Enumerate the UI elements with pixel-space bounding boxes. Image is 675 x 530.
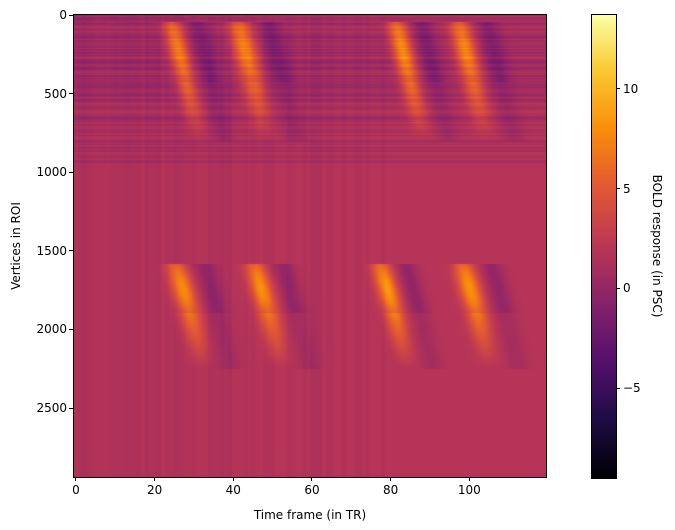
x-tick-label: 40	[225, 483, 241, 497]
x-tick-label: 20	[146, 483, 163, 497]
colorbar-tick	[616, 88, 620, 90]
y-tick-label: 500	[44, 86, 67, 101]
x-tick	[75, 477, 77, 481]
y-tick-label: 1500	[36, 243, 67, 258]
x-axis-label: Time frame (in TR)	[253, 508, 367, 522]
y-tick	[69, 14, 73, 16]
x-tick-label: 0	[72, 483, 80, 497]
colorbar-tick-label: 0	[623, 281, 631, 296]
x-tick	[154, 477, 156, 481]
y-tick	[69, 407, 73, 409]
x-tick	[468, 477, 470, 481]
colorbar-tick-label: 5	[623, 181, 631, 196]
colorbar-tick-label: 10	[623, 81, 639, 96]
heatmap-image	[74, 15, 546, 477]
y-tick	[69, 93, 73, 95]
x-tick	[232, 477, 234, 481]
colorbar	[592, 15, 616, 478]
x-tick-label: 100	[457, 483, 481, 497]
y-tick	[69, 250, 73, 252]
y-tick	[69, 328, 73, 330]
y-tick-label: 2000	[36, 322, 67, 337]
colorbar-tick	[616, 287, 620, 289]
colorbar-tick-label: −5	[623, 381, 641, 396]
x-tick-label: 80	[382, 483, 399, 497]
y-tick-label: 2500	[36, 401, 67, 416]
x-tick-label: 60	[304, 483, 320, 497]
y-tick-label: 0	[59, 8, 67, 22]
y-axis-label: Vertices in ROI	[9, 202, 23, 290]
x-tick	[390, 477, 392, 481]
colorbar-label: BOLD response (in PSC)	[650, 174, 664, 318]
y-tick-label: 1000	[36, 165, 67, 180]
y-tick	[69, 171, 73, 173]
colorbar-tick	[616, 387, 620, 389]
colorbar-tick	[616, 188, 620, 190]
x-tick	[311, 477, 313, 481]
